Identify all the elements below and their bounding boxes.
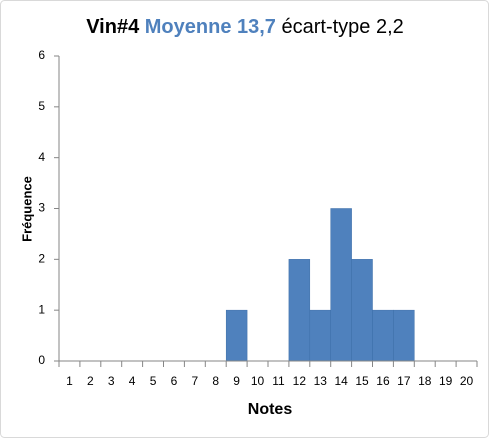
x-tick-label: 4 <box>129 374 136 388</box>
y-tick-label: 2 <box>38 252 45 266</box>
x-tick-label: 12 <box>293 374 307 388</box>
x-tick-label: 11 <box>272 374 285 388</box>
y-axis-label: Fréquence <box>19 176 34 242</box>
x-tick-label: 18 <box>418 374 432 388</box>
bar <box>372 309 394 362</box>
x-tick-label: 6 <box>171 374 178 388</box>
y-tick-label: 4 <box>38 150 45 164</box>
x-tick-label: 3 <box>108 374 115 388</box>
x-tick-label: 19 <box>439 374 453 388</box>
y-tick-label: 0 <box>38 353 45 367</box>
bar <box>330 208 352 362</box>
x-tick-label: 20 <box>460 374 474 388</box>
bar <box>225 309 248 362</box>
x-tick-label: 10 <box>251 374 265 388</box>
x-axis-label: Notes <box>248 401 293 418</box>
x-tick-label: 7 <box>192 374 199 388</box>
chart-title: Vin#4 Moyenne 13,7 écart-type 2,2 <box>86 16 404 38</box>
bar <box>351 259 373 362</box>
x-tick-label: 13 <box>314 374 328 388</box>
title-part: Moyenne 13,7 <box>145 16 276 38</box>
x-tick-label: 5 <box>150 374 157 388</box>
y-tick-label: 1 <box>38 302 45 316</box>
title-part: Vin#4 <box>86 16 140 38</box>
y-tick-label: 6 <box>38 48 45 62</box>
bar <box>393 309 415 362</box>
y-tick-label: 3 <box>38 201 45 215</box>
y-tick-label: 5 <box>38 99 45 113</box>
x-tick-label: 14 <box>334 374 348 388</box>
x-tick-label: 2 <box>87 374 94 388</box>
x-tick-label: 16 <box>376 374 390 388</box>
x-tick-label: 1 <box>66 374 73 388</box>
title-part: écart-type 2,2 <box>282 16 404 38</box>
bar <box>288 259 311 362</box>
x-tick-label: 17 <box>397 374 411 388</box>
x-tick-label: 9 <box>233 374 240 388</box>
x-tick-label: 15 <box>355 374 369 388</box>
x-tick-label: 8 <box>212 374 219 388</box>
bar <box>309 309 331 362</box>
